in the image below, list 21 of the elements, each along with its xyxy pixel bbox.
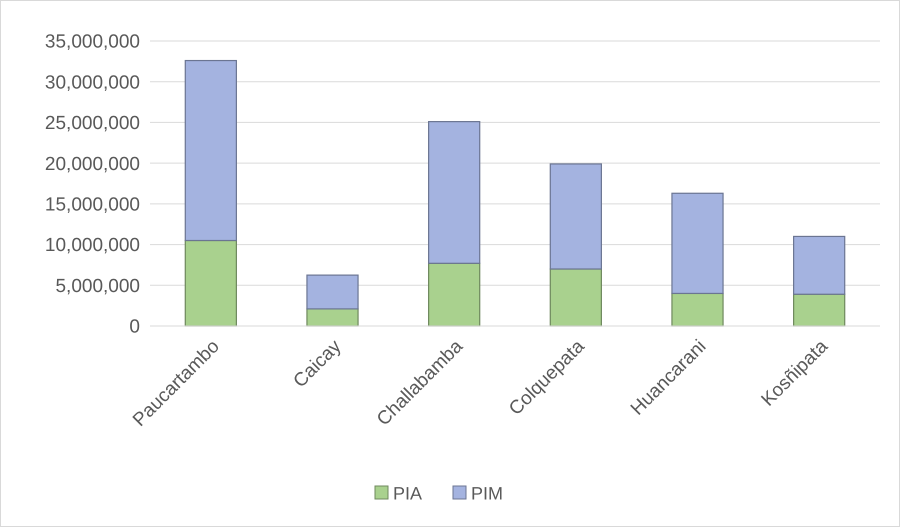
y-tick-label: 35,000,000 bbox=[44, 32, 140, 53]
bar bbox=[671, 192, 724, 294]
bar bbox=[184, 240, 237, 327]
bar bbox=[428, 262, 480, 327]
legend-label: PIM bbox=[471, 483, 504, 504]
legend-label: PIA bbox=[393, 483, 422, 504]
bar bbox=[793, 294, 846, 327]
bar bbox=[793, 236, 846, 295]
bar bbox=[550, 163, 602, 270]
y-tick-label: 30,000,000 bbox=[44, 72, 140, 94]
y-tick-label: 25,000,000 bbox=[44, 113, 140, 134]
y-tick-label: 10,000,000 bbox=[44, 235, 140, 256]
y-tick-label: 15,000,000 bbox=[44, 194, 140, 216]
bar bbox=[550, 268, 602, 327]
y-tick-label: 0 bbox=[129, 316, 140, 338]
y-tick-label: 20,000,000 bbox=[44, 154, 140, 175]
bar bbox=[184, 60, 237, 242]
bar bbox=[306, 274, 359, 310]
y-tick-label: 5,000,000 bbox=[55, 276, 140, 297]
bar bbox=[671, 292, 724, 327]
bar bbox=[428, 121, 480, 264]
